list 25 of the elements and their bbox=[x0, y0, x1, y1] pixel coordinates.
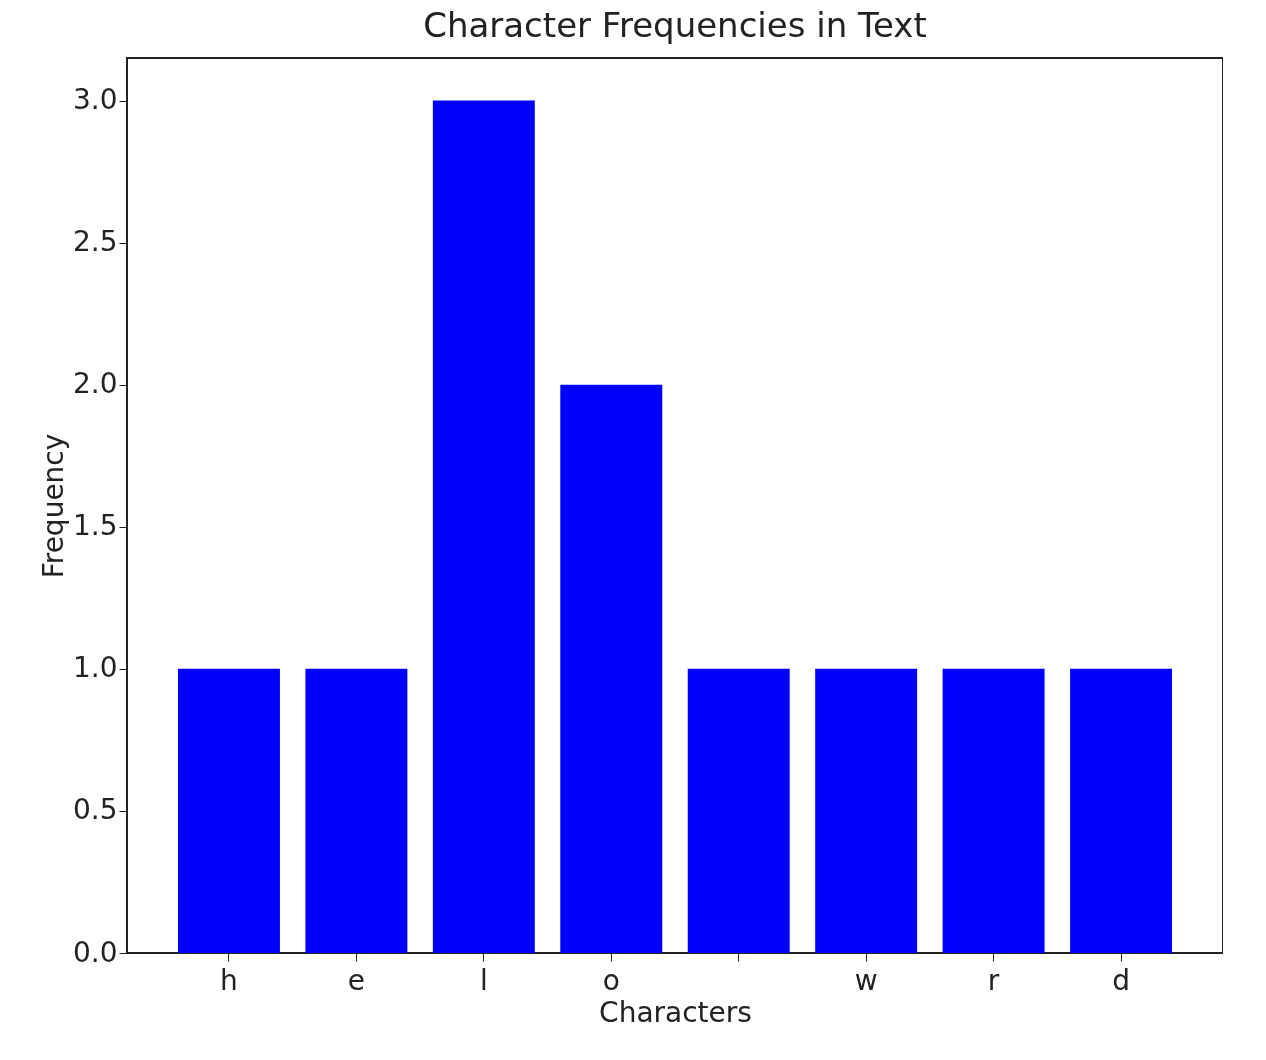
x-tick-label: l bbox=[479, 963, 488, 997]
x-tick-label: h bbox=[220, 963, 238, 997]
bar bbox=[560, 384, 663, 953]
y-axis-title: Frequency bbox=[36, 433, 70, 579]
bar bbox=[942, 668, 1045, 953]
y-tick-label: 2.5 bbox=[72, 225, 118, 259]
chart-title: Character Frequencies in Text bbox=[423, 5, 927, 45]
bar bbox=[305, 668, 408, 953]
y-tick-label: 2.0 bbox=[72, 367, 118, 401]
y-tick-label: 1.0 bbox=[72, 651, 118, 685]
y-tick-label: 3.0 bbox=[72, 83, 118, 117]
bar bbox=[1070, 668, 1173, 953]
x-tick-label: o bbox=[602, 963, 620, 997]
x-tick-label: d bbox=[1112, 963, 1130, 997]
bar bbox=[687, 668, 790, 953]
bar bbox=[177, 668, 280, 953]
x-axis-title: Characters bbox=[599, 995, 752, 1029]
x-tick-label: w bbox=[854, 963, 878, 997]
x-tick-label: r bbox=[987, 963, 1000, 997]
y-tick-label: 0.0 bbox=[72, 935, 118, 969]
x-tick-label: e bbox=[347, 963, 366, 997]
y-tick-label: 1.5 bbox=[72, 509, 118, 543]
y-tick-label: 0.5 bbox=[72, 793, 118, 827]
bar bbox=[815, 668, 918, 953]
bar bbox=[432, 100, 535, 953]
